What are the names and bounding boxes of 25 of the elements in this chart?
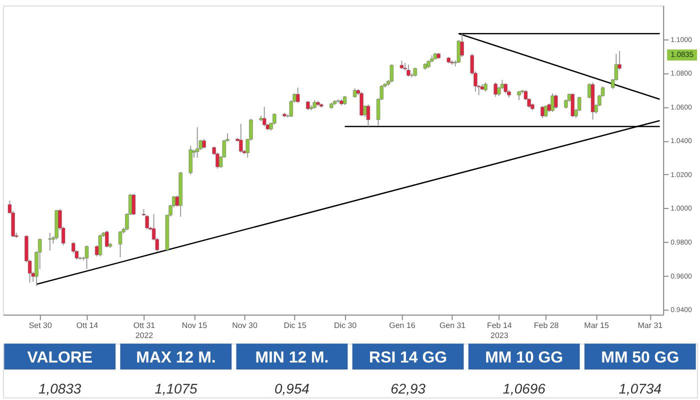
x-tick-label: Dic 30 (334, 321, 358, 330)
category-label: MM 50 GG (601, 350, 680, 367)
x-tick-label: Gen 31 (439, 321, 466, 330)
category-label: MAX 12 M. (136, 350, 216, 367)
category-label: MM 10 GG (485, 350, 564, 367)
category-label: RSI 14 GG (369, 350, 448, 367)
x-tick-label: Set 30 (28, 321, 52, 330)
text: 62,93 (390, 380, 426, 396)
x-tick-label: Ott 31 2022 (133, 321, 156, 340)
x-tick-label: Feb 14 2023 (487, 321, 512, 340)
x-tick-label: Ott 14 (76, 321, 99, 330)
x-tick-label: Mar 31 (638, 321, 664, 330)
text: 1,0833 (38, 380, 82, 396)
x-tick-label: Dic 15 (284, 321, 307, 330)
text: 1,1075 (154, 380, 198, 396)
x-tick-label: Gen 16 (389, 321, 416, 330)
x-tick-label: Nov 15 (182, 321, 208, 330)
text: 0,954 (274, 380, 310, 396)
text: 1,0696 (502, 380, 546, 396)
category-label: VALORE (27, 350, 92, 367)
text: 1,0734 (618, 380, 662, 396)
x-tick-label: Nov 30 (232, 321, 258, 330)
category-label: MIN 12 M. (255, 350, 329, 367)
x-tick-label: Mar 15 (584, 321, 610, 330)
x-tick-label: Feb 28 (534, 321, 560, 330)
